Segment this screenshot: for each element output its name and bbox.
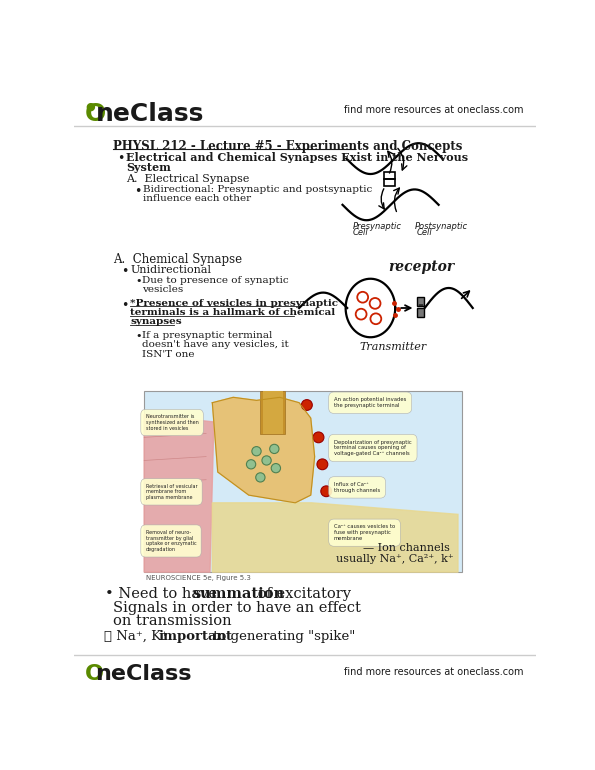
Text: A.  Electrical Synapse: A. Electrical Synapse — [126, 174, 250, 184]
Text: find more resources at oneclass.com: find more resources at oneclass.com — [345, 105, 524, 115]
Text: Depolarization of presynaptic
terminal causes opening of
voltage-gated Ca²⁺ chan: Depolarization of presynaptic terminal c… — [334, 440, 412, 457]
Text: *Presence of vesicles in presynaptic: *Presence of vesicles in presynaptic — [130, 299, 338, 308]
Text: receptor: receptor — [389, 260, 455, 274]
Text: ➤ Na⁺, K⁺: ➤ Na⁺, K⁺ — [104, 630, 172, 643]
Circle shape — [256, 473, 265, 482]
Text: System: System — [126, 162, 171, 172]
Bar — [144, 391, 462, 572]
Polygon shape — [212, 397, 315, 503]
Text: • Need to have: • Need to have — [105, 587, 222, 601]
Text: find more resources at oneclass.com: find more resources at oneclass.com — [345, 667, 524, 677]
Text: vesicles: vesicles — [142, 285, 183, 294]
Text: Unidirectional: Unidirectional — [130, 265, 211, 275]
Bar — [417, 308, 424, 317]
Text: Retrieval of vesicular
membrane from
plasma membrane: Retrieval of vesicular membrane from pla… — [146, 484, 198, 500]
Text: — Ion channels: — Ion channels — [364, 543, 450, 553]
Text: =: = — [418, 303, 424, 309]
Polygon shape — [212, 503, 458, 572]
Text: usually Na⁺, Ca²⁺, k⁺: usually Na⁺, Ca²⁺, k⁺ — [337, 554, 454, 564]
Text: Removal of neuro-
transmitter by glial
uptake or enzymatic
degradation: Removal of neuro- transmitter by glial u… — [146, 530, 196, 552]
Text: Cell: Cell — [417, 228, 433, 237]
Text: neClass: neClass — [96, 102, 205, 126]
Text: •: • — [136, 276, 142, 286]
Circle shape — [270, 444, 279, 454]
Circle shape — [302, 400, 312, 410]
Text: terminals is a hallmark of chemical: terminals is a hallmark of chemical — [130, 308, 336, 317]
Polygon shape — [144, 414, 214, 572]
Text: doesn't have any vesicles, it: doesn't have any vesicles, it — [142, 340, 289, 350]
Circle shape — [252, 447, 261, 456]
Text: Cell: Cell — [353, 228, 368, 237]
Text: Signals in order to have an effect: Signals in order to have an effect — [113, 601, 361, 614]
Text: summation: summation — [192, 587, 284, 601]
Text: NEUROSCIENCE 5e, Figure 5.3: NEUROSCIENCE 5e, Figure 5.3 — [146, 575, 250, 581]
Text: Influx of Ca²⁺
through channels: Influx of Ca²⁺ through channels — [334, 482, 380, 493]
Circle shape — [271, 464, 280, 473]
Text: Transmitter: Transmitter — [359, 342, 427, 352]
Text: ISN'T one: ISN'T one — [142, 350, 195, 359]
Text: O: O — [85, 102, 107, 126]
Text: neClass: neClass — [95, 664, 192, 684]
Text: ●: ● — [85, 102, 95, 112]
Text: O: O — [85, 664, 104, 684]
Text: A.  Chemical Synapse: A. Chemical Synapse — [113, 253, 242, 266]
Text: Neurotransmitter is
synthesized and then
stored in vesicles: Neurotransmitter is synthesized and then… — [146, 414, 198, 431]
Text: If a presynaptic terminal: If a presynaptic terminal — [142, 331, 272, 340]
Text: Due to presence of synaptic: Due to presence of synaptic — [142, 276, 289, 285]
Text: •: • — [121, 299, 129, 312]
Text: An action potential invades
the presynaptic terminal: An action potential invades the presynap… — [334, 397, 406, 408]
Text: •: • — [121, 265, 129, 278]
Circle shape — [262, 456, 271, 465]
Circle shape — [246, 460, 256, 469]
Text: •: • — [136, 331, 142, 341]
Text: Presynaptic: Presynaptic — [353, 222, 402, 231]
Text: synapses: synapses — [130, 317, 182, 326]
Circle shape — [313, 432, 324, 443]
Bar — [417, 297, 424, 306]
Text: Ca²⁺ causes vesicles to
fuse with presynaptic
membrane: Ca²⁺ causes vesicles to fuse with presyn… — [334, 524, 395, 541]
Bar — [263, 391, 283, 434]
Text: •: • — [134, 185, 142, 198]
Text: PHYSL 212 - Lecture #5 - Experiments and Concepts: PHYSL 212 - Lecture #5 - Experiments and… — [113, 140, 462, 153]
Text: on transmission: on transmission — [113, 614, 231, 628]
Text: •: • — [117, 152, 124, 166]
Text: Postsynaptic: Postsynaptic — [415, 222, 468, 231]
Text: to generating "spike": to generating "spike" — [209, 630, 355, 643]
Circle shape — [321, 486, 331, 497]
Bar — [384, 179, 395, 186]
Circle shape — [317, 459, 328, 470]
Text: Bidirectional: Presynaptic and postsynaptic: Bidirectional: Presynaptic and postsynap… — [143, 185, 372, 194]
Text: important: important — [158, 630, 232, 643]
Text: Electrical and Chemical Synapses Exist in the Nervous: Electrical and Chemical Synapses Exist i… — [126, 152, 468, 163]
Text: of excitatory: of excitatory — [253, 587, 350, 601]
Bar — [384, 172, 395, 179]
Text: influence each other: influence each other — [143, 194, 252, 203]
Bar — [261, 391, 285, 434]
